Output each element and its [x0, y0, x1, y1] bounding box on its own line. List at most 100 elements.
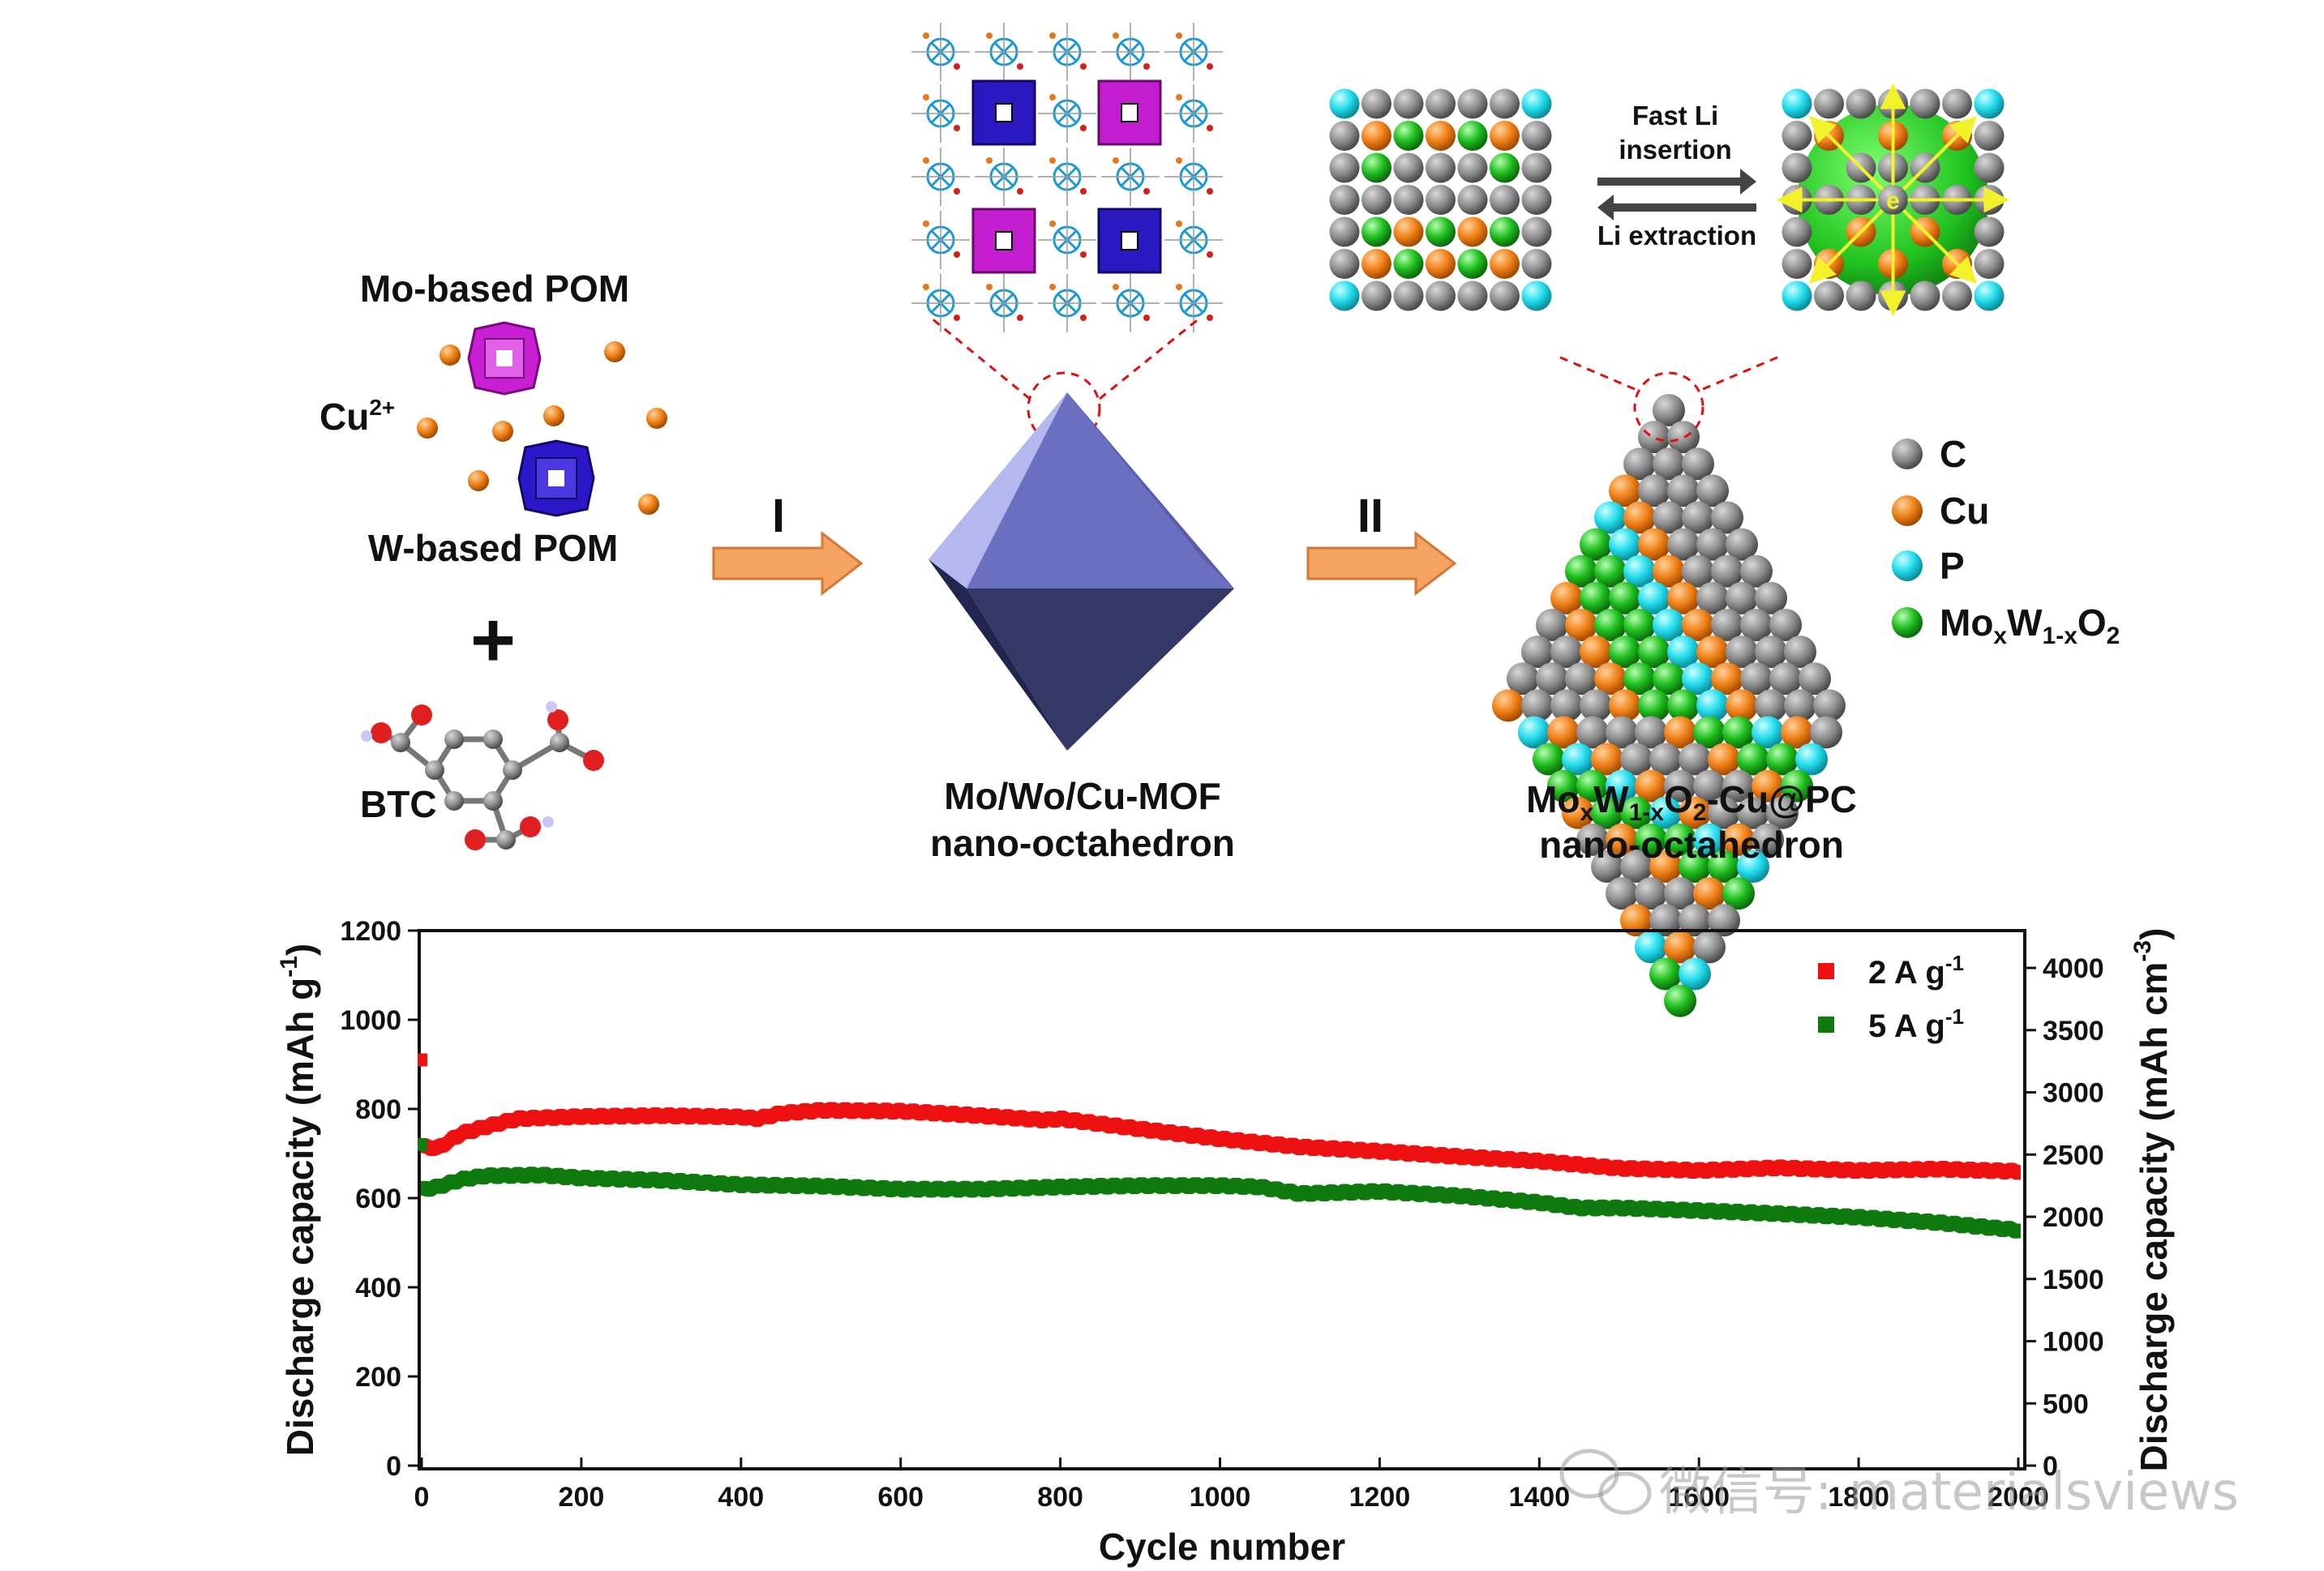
lithiation-lattice-before [1329, 88, 1552, 311]
lattice-atom [1490, 88, 1520, 119]
product-atom [1726, 528, 1758, 561]
lattice-node [911, 148, 970, 206]
product-atom [1722, 769, 1755, 803]
extraction-arrow [1597, 195, 1756, 220]
product-atom [1711, 608, 1743, 641]
lattice-atom [1782, 88, 1812, 119]
lattice-node [1038, 23, 1096, 81]
insertion-arrow [1597, 169, 1756, 195]
lattice-atom [1521, 185, 1552, 215]
product-atom [1679, 743, 1711, 776]
li-extraction-label: Li extraction [1597, 220, 1756, 250]
product-atom [1609, 528, 1641, 561]
product-atom [1752, 823, 1784, 856]
watermark: 微信号: materialsviews [1559, 1449, 2239, 1522]
product-atom [1696, 636, 1729, 669]
lattice-atom [1457, 121, 1488, 151]
y-tick-label: 1000 [340, 1005, 401, 1036]
lattice-atom [1974, 216, 2005, 247]
product-atom [1679, 850, 1711, 884]
product-atom [1726, 636, 1758, 669]
product-atom [1682, 447, 1714, 481]
legend-cu-icon [1892, 495, 1923, 526]
lattice-node [975, 148, 1033, 206]
y2-axis-ticks: 0 500 1000 1500 2000 2500 3000 3500 4000 [2025, 953, 2104, 1482]
lattice-atom [1457, 152, 1488, 183]
x-tick-label: 200 [559, 1482, 605, 1513]
lattice-atom [1457, 280, 1488, 311]
product-atom [1638, 689, 1670, 722]
lattice-atom [1426, 249, 1456, 279]
product-atom [1609, 689, 1641, 722]
product-atom [1606, 877, 1638, 910]
product-atom [1649, 796, 1682, 829]
data-point [417, 1053, 427, 1067]
product-atom [1594, 608, 1627, 641]
y-tick-label: 200 [355, 1362, 401, 1393]
x-axis-title: Cycle number [1099, 1526, 1345, 1568]
product-atom [1623, 501, 1656, 534]
y-tick-label: 800 [355, 1094, 401, 1125]
legend-5a-marker [1818, 1017, 1834, 1033]
chart-legend: 2 A g-1 5 A g-1 [1818, 951, 1964, 1044]
lattice-atom [1521, 152, 1552, 183]
product-atom [1664, 877, 1696, 910]
product-atom [1679, 796, 1711, 829]
lattice-atom [1974, 249, 2005, 279]
product-atom [1711, 501, 1743, 534]
lattice-atom [1393, 121, 1424, 151]
product-atom [1635, 823, 1667, 856]
lattice-atom [1329, 216, 1360, 247]
lattice-atom [1878, 185, 1908, 215]
product-atom [1810, 716, 1842, 749]
lattice-atom [1329, 249, 1360, 279]
product-atom [1726, 689, 1758, 722]
product-atom [1536, 662, 1568, 696]
lattice-atom [1490, 249, 1520, 279]
product-atom [1693, 823, 1726, 856]
product-atom [1565, 662, 1597, 696]
product-atom [1623, 447, 1656, 481]
lattice-atom [1457, 216, 1488, 247]
x-tick-label: 600 [877, 1482, 924, 1513]
w-pom-icon [517, 439, 595, 517]
x-tick-label: 1600 [1668, 1482, 1730, 1513]
fast-li-insertion-label-2: insertion [1619, 135, 1731, 165]
lattice-node [911, 84, 970, 143]
lattice-atom [1426, 216, 1456, 247]
product-atom [1635, 769, 1667, 803]
lattice-atom [1974, 152, 2005, 183]
legend-p-icon [1892, 550, 1923, 581]
product-atom [1623, 554, 1656, 588]
lattice-atom [1393, 249, 1424, 279]
y2-tick-label: 2000 [2043, 1202, 2104, 1233]
product-atom [1667, 421, 1700, 454]
product-atom [1722, 823, 1755, 856]
product-atom [1547, 716, 1580, 749]
x-tick-label: 1800 [1828, 1482, 1889, 1513]
product-atom [1664, 823, 1696, 856]
product-atom [1781, 769, 1813, 803]
x-tick-label: 0 [414, 1482, 430, 1513]
product-atom [1755, 689, 1787, 722]
lattice-atom [1910, 280, 1940, 311]
product-atom [1667, 689, 1700, 722]
lattice-atom [1490, 280, 1520, 311]
lattice-atom [1329, 88, 1360, 119]
x-axis-ticks: 0 200 400 600 800 1000 1200 1400 1600 1800 2000 [414, 1458, 2049, 1513]
product-zoom-indicator [1558, 355, 1780, 443]
product-atom [1653, 662, 1685, 696]
product-atom [1635, 877, 1667, 910]
lattice-atom [1361, 88, 1391, 119]
lattice-atom [1521, 216, 1552, 247]
product-atom [1740, 608, 1773, 641]
series-5a [417, 1138, 2022, 1239]
lattice-node [1164, 211, 1223, 269]
lattice-node [911, 23, 970, 81]
product-atom [1653, 501, 1685, 534]
lattice-atom [1361, 185, 1391, 215]
lattice-atom [1974, 121, 2005, 151]
lattice-atom [1361, 121, 1391, 151]
product-atom [1580, 581, 1612, 614]
product-atom [1737, 743, 1769, 776]
